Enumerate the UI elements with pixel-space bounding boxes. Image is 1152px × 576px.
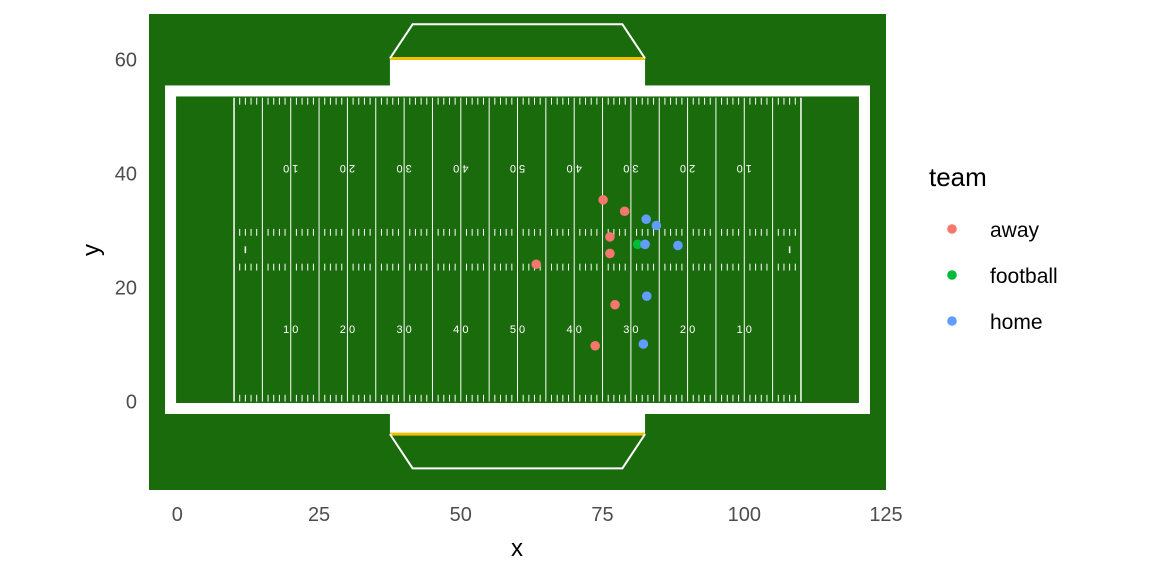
home-point xyxy=(673,240,683,251)
home-point xyxy=(641,291,652,301)
legend-key-football xyxy=(947,270,957,280)
x-tick-label: 50 xyxy=(450,504,472,526)
bench-outline-bottom xyxy=(389,433,646,470)
away-point xyxy=(619,206,630,217)
x-tick-label: 25 xyxy=(308,504,330,526)
yard-number-bottom: 5 0 xyxy=(510,324,525,336)
yard-number-bottom: 3 0 xyxy=(396,324,411,336)
y-tick-label: 60 xyxy=(115,50,137,72)
yard-number-bottom: 1 0 xyxy=(283,324,298,336)
yard-number-bottom: 3 0 xyxy=(623,324,638,336)
away-point xyxy=(610,299,620,310)
yard-number-top: 3 0 xyxy=(623,162,638,174)
yard-number-bottom: 2 0 xyxy=(340,324,355,336)
x-tick-label: 100 xyxy=(728,504,761,526)
away-point xyxy=(590,340,600,351)
away-point xyxy=(598,195,608,205)
player-points xyxy=(531,195,683,351)
away-point xyxy=(605,248,615,259)
yard-number-top: 2 0 xyxy=(340,162,355,174)
legend-key-home xyxy=(947,316,957,326)
bench-area-bottom xyxy=(389,408,646,435)
yard-number-bottom: 4 0 xyxy=(453,324,468,336)
bench-outline-top xyxy=(389,23,646,60)
away-point xyxy=(531,259,542,270)
football-field: 1 0 1 0 2 0 2 0 3 0 3 0 4 0 4 0 5 0 5 0 4 0 4 0 3 0 3… xyxy=(149,14,886,490)
home-point xyxy=(640,239,650,250)
yard-number-top: 1 0 xyxy=(283,162,298,174)
y-tick-label: 0 xyxy=(126,392,137,414)
y-axis-title: y xyxy=(78,244,105,256)
home-point xyxy=(641,214,651,225)
x-tick-label: 75 xyxy=(591,504,613,526)
yard-number-bottom: 2 0 xyxy=(680,324,695,336)
legend-title: team xyxy=(929,162,987,192)
legend-label-home: home xyxy=(990,311,1043,334)
yard-number-bottom: 1 0 xyxy=(737,324,752,336)
yard-number-top: 3 0 xyxy=(396,162,411,174)
legend-label-away: away xyxy=(990,219,1040,242)
football-point xyxy=(632,239,643,250)
bench-area-top xyxy=(389,58,646,91)
legend: team away football home xyxy=(929,162,1058,334)
yard-number-top: 1 0 xyxy=(737,162,752,174)
yard-number-top: 4 0 xyxy=(453,162,468,174)
home-point xyxy=(651,220,662,231)
axes: 0 25 50 75 100 125 0 20 40 60 xyxy=(115,50,903,526)
y-tick-label: 20 xyxy=(115,278,137,300)
x-axis-title: x xyxy=(511,535,523,562)
x-tick-label: 0 xyxy=(172,504,183,526)
legend-label-football: football xyxy=(990,265,1058,288)
x-tick-label: 125 xyxy=(869,504,902,526)
away-point xyxy=(605,232,615,242)
yard-number-bottom: 4 0 xyxy=(567,324,582,336)
yard-number-top: 4 0 xyxy=(567,162,582,174)
legend-key-away xyxy=(947,224,957,234)
home-point xyxy=(638,339,649,349)
yard-number-top: 5 0 xyxy=(510,162,525,174)
yard-number-top: 2 0 xyxy=(680,162,695,174)
y-tick-label: 40 xyxy=(115,164,137,186)
